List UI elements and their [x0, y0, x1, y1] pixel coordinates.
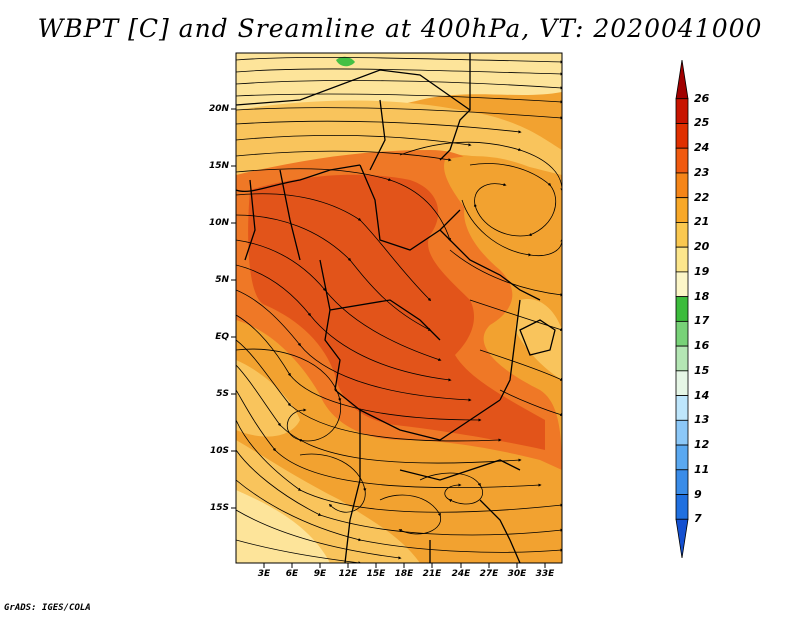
streamline — [469, 299, 562, 332]
streamline — [379, 494, 442, 535]
country-border — [369, 99, 386, 171]
streamlines — [236, 56, 562, 563]
colorbar-segment — [675, 494, 689, 520]
colorbar-segment — [675, 419, 689, 446]
country-border — [439, 229, 541, 301]
colorbar-segment — [675, 320, 689, 347]
lat-label: 20N — [208, 104, 229, 114]
colorbar-level-label: 16 — [694, 339, 710, 353]
lat-label: 10N — [208, 218, 229, 228]
colorbar-level-label: 23 — [694, 165, 710, 179]
colorbar-level-label: 20 — [694, 240, 710, 254]
field-green-spot — [336, 56, 355, 67]
map-frame — [235, 52, 563, 564]
streamline — [236, 168, 452, 242]
country-border — [236, 69, 471, 111]
streamline — [449, 249, 562, 297]
colorbar-segment — [675, 197, 689, 223]
streamline — [236, 539, 362, 563]
streamline — [236, 107, 562, 120]
country-border — [439, 53, 471, 161]
streamline — [236, 135, 472, 147]
colorbar-level-label: 9 — [694, 487, 702, 501]
streamline — [236, 348, 342, 442]
colorbar-level-label: 19 — [694, 264, 710, 278]
colorbar-level-label: 17 — [694, 314, 710, 328]
field-e-cool — [515, 299, 562, 380]
colorbar-segment — [675, 271, 689, 298]
lon-label: 33E — [535, 569, 555, 579]
streamline — [236, 56, 562, 64]
streamline — [236, 419, 562, 513]
colorbar-arrow-top — [675, 59, 689, 100]
lat-label: 15S — [209, 503, 229, 513]
colorbar-level-label: 25 — [694, 116, 710, 130]
lon-label: 24E — [451, 569, 471, 579]
lon-label: 3E — [257, 569, 271, 579]
colorbar-segment — [675, 246, 689, 273]
colorbar-level-label: 7 — [694, 512, 702, 526]
streamline — [499, 389, 562, 417]
colorbar-segment — [675, 222, 689, 248]
country-border — [279, 169, 301, 261]
lat-label: 5S — [216, 389, 229, 399]
colorbar-segment — [675, 98, 689, 124]
streamline — [399, 141, 562, 192]
streamline — [236, 509, 402, 560]
streamline — [299, 453, 367, 513]
streamline — [469, 163, 557, 237]
colorbar-level-label: 15 — [694, 363, 710, 377]
colorbar-segment — [675, 444, 689, 471]
country-border — [236, 164, 361, 192]
grads-credit: GrADS: IGES/COLA — [4, 603, 91, 613]
colorbar-level-label: 21 — [694, 215, 710, 229]
colorbar-level-label: 13 — [694, 413, 710, 427]
lon-label: 12E — [338, 569, 358, 579]
lat-label: 10S — [209, 446, 229, 456]
colorbar-segment — [675, 172, 689, 199]
streamline — [236, 120, 522, 134]
colorbar-level-label: 18 — [694, 289, 710, 303]
colorbar-arrow-bottom — [675, 518, 689, 559]
colorbar-level-label: 11 — [694, 462, 710, 476]
colorbar-segment — [675, 370, 689, 396]
country-border — [499, 299, 521, 401]
lon-label: 6E — [285, 569, 299, 579]
lat-label: 5N — [215, 275, 229, 285]
colorbar-level-label: 24 — [694, 141, 710, 155]
streamline — [236, 479, 562, 553]
streamline — [236, 389, 542, 489]
colorbar-segment — [675, 147, 689, 174]
field-sw-coolest — [236, 490, 330, 563]
lon-label: 15E — [366, 569, 386, 579]
streamline — [461, 199, 562, 257]
streamline — [419, 472, 483, 505]
colorbar-segment — [675, 345, 689, 372]
lon-label: 18E — [394, 569, 414, 579]
colorbar-level-label: 22 — [694, 190, 710, 204]
lon-label: 30E — [507, 569, 527, 579]
streamline — [236, 93, 562, 104]
lon-label: 9E — [313, 569, 327, 579]
colorbar-segment — [675, 123, 689, 149]
streamline — [236, 68, 562, 76]
streamline — [236, 449, 562, 536]
colorbar-segment — [675, 469, 689, 495]
colorbar-segment — [675, 296, 689, 322]
chart-title: WBPT [C] and Sreamline at 400hPa, VT: 20… — [37, 14, 763, 43]
colorbar-segment — [675, 395, 689, 421]
country-border — [244, 179, 256, 261]
streamline — [479, 349, 562, 381]
lon-label: 21E — [422, 569, 442, 579]
lon-label: 27E — [479, 569, 499, 579]
lat-label: 15N — [208, 161, 229, 171]
colorbar-level-label: 12 — [694, 438, 710, 452]
lat-label: EQ — [215, 332, 229, 342]
streamline — [236, 80, 562, 90]
colorbar-level-label: 26 — [694, 91, 710, 105]
colorbar-level-label: 14 — [694, 388, 710, 402]
streamline — [236, 150, 452, 162]
